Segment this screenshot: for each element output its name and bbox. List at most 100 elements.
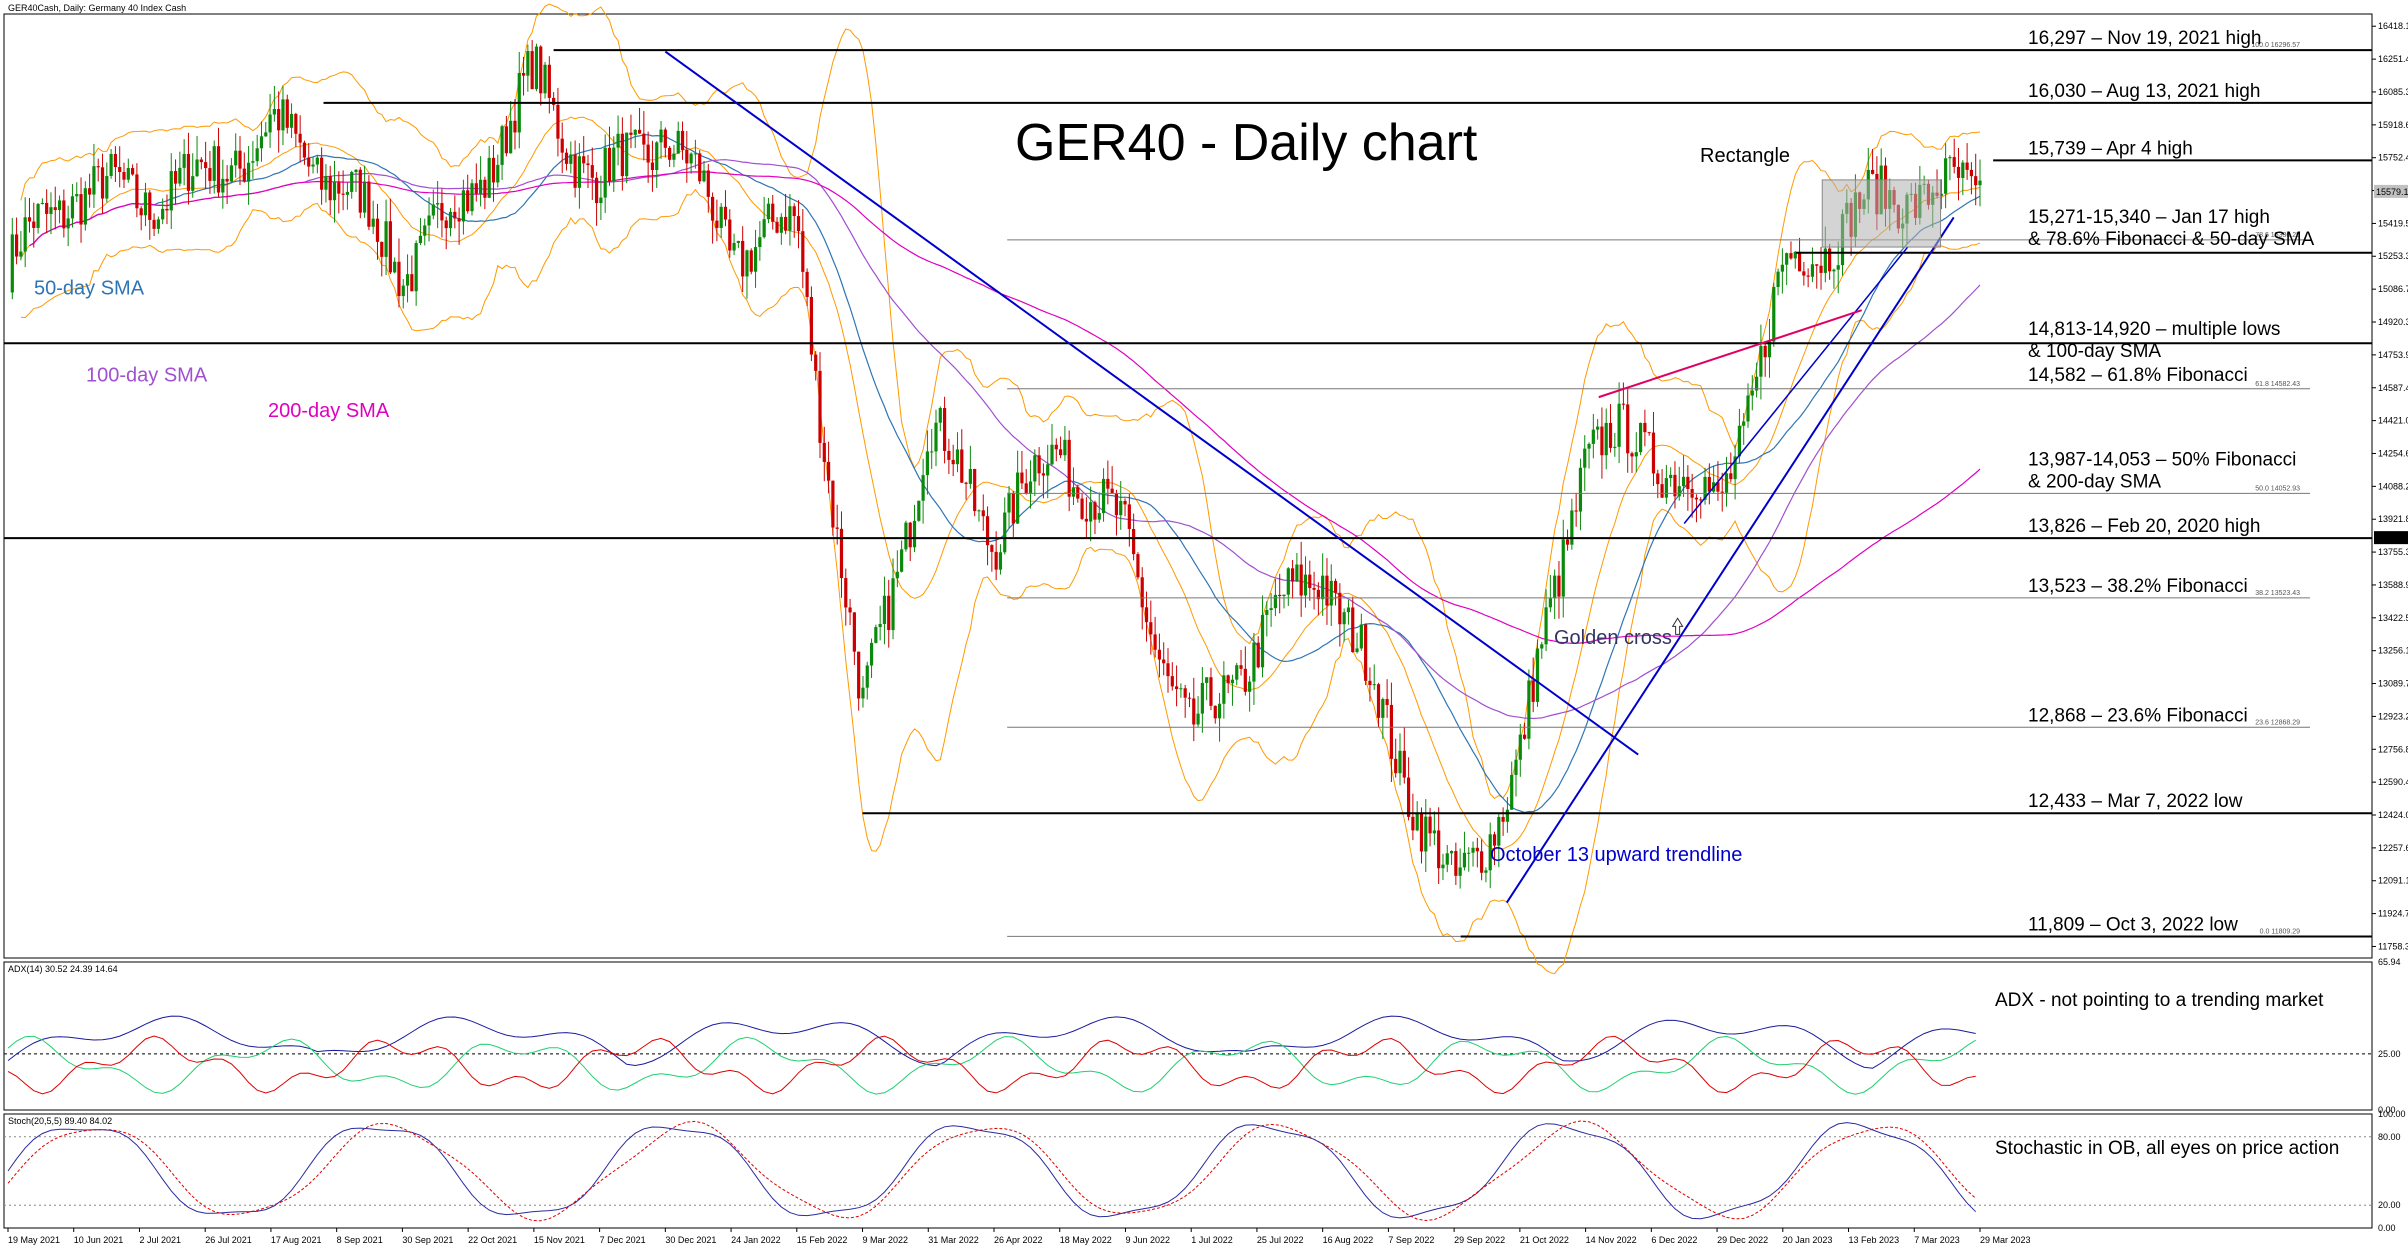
candle-body (1819, 265, 1823, 273)
candle-body (1093, 502, 1097, 520)
candle-body (1475, 847, 1479, 852)
stoch-header: Stoch(20,5,5) 89.40 84.02 (8, 1116, 112, 1126)
candle-body (1531, 680, 1535, 702)
candle-body (955, 449, 960, 465)
price-tick-label: 15253.37 (2378, 251, 2408, 261)
candle-body (216, 146, 221, 193)
candle-body (1686, 476, 1690, 489)
candle-body (186, 153, 191, 191)
candle-body (1643, 422, 1647, 433)
candle-body (1389, 704, 1394, 759)
candle-body (1106, 478, 1110, 489)
candle-body (242, 168, 246, 182)
level-label: 13,987-14,053 – 50% Fibonacci (2028, 449, 2296, 470)
golden-cross-label: Golden cross (1554, 627, 1672, 649)
candle-body (1720, 491, 1724, 493)
candle-body (1192, 698, 1196, 725)
candle-body (599, 197, 603, 204)
candle-body (672, 153, 676, 160)
candle-body (1467, 852, 1471, 854)
candle-body (289, 113, 294, 128)
candle-body (1286, 568, 1290, 595)
candle-body (1767, 341, 1772, 358)
candle-body (1428, 816, 1432, 834)
candle-body (659, 129, 663, 143)
candle-body (1127, 504, 1131, 529)
candle-body (1617, 403, 1621, 447)
candle-body (758, 237, 762, 248)
candle-body (1836, 265, 1840, 270)
date-label: 13 Feb 2023 (1849, 1235, 1900, 1245)
candle-body (1406, 777, 1411, 817)
candle-body (1230, 679, 1235, 684)
candle-body (805, 271, 809, 297)
trendline-label: October 13 upward trendline (1490, 844, 1742, 866)
candle-body (814, 354, 818, 371)
candle-body (1402, 750, 1406, 778)
current-price-label: 15579.17 (2376, 187, 2408, 197)
candle-body (1170, 676, 1174, 687)
candle-body (1243, 668, 1247, 692)
candle-body (238, 150, 242, 169)
candle-body (1205, 677, 1209, 683)
candle-body (1260, 614, 1265, 668)
level-label: 16,297 – Nov 19, 2021 high (2028, 28, 2261, 49)
candle-body (1132, 528, 1136, 555)
candle-body (152, 219, 156, 229)
candle-body (1441, 864, 1445, 869)
candle-body (259, 136, 264, 149)
candle-body (1007, 492, 1011, 513)
candle-body (1372, 684, 1376, 686)
candle-body (320, 157, 324, 190)
candle-body (1548, 598, 1552, 608)
candle-body (182, 153, 186, 168)
candle-body (788, 206, 792, 231)
candle-body (148, 192, 152, 220)
annotations: GER40 - Daily chart 16,297 – Nov 19, 2021… (34, 28, 2315, 935)
fibonacci-label: 100.0 16296.57 (2251, 42, 2300, 49)
candle-body (1299, 564, 1303, 596)
candle-body (947, 450, 951, 460)
fibonacci-label: 23.6 12868.29 (2255, 719, 2300, 726)
candle-body (1239, 665, 1243, 669)
candle-body (560, 138, 564, 153)
candle-body (1677, 486, 1681, 497)
date-label: 25 Jul 2022 (1257, 1235, 1304, 1245)
candle-body (45, 202, 49, 214)
candle-body (603, 147, 607, 198)
candle-body (1346, 607, 1351, 613)
candle-body (19, 251, 23, 257)
candle-body (1729, 473, 1733, 480)
stoch-tick-label: 80.00 (2378, 1132, 2401, 1142)
candle-body (865, 665, 869, 688)
candle-body (1080, 498, 1084, 519)
candle-body (221, 178, 225, 193)
candle-body (1046, 464, 1050, 476)
candle-body (199, 159, 203, 163)
level-label-line2: & 78.6% Fibonacci & 50-day SMA (2028, 229, 2315, 250)
candle-body (229, 165, 234, 182)
candle-body (521, 73, 526, 76)
candle-body (749, 250, 753, 272)
candle-body (1634, 452, 1638, 457)
candle-body (234, 150, 238, 166)
date-label: 7 Dec 2021 (600, 1235, 646, 1245)
adx-tick-label: 65.94 (2378, 957, 2401, 967)
chart-title: GER40 - Daily chart (1015, 114, 1478, 172)
sma200-label: 200-day SMA (268, 400, 390, 422)
fibonacci-label: 50.0 14052.93 (2255, 485, 2300, 492)
candle-body (1144, 607, 1149, 623)
candle-body (118, 166, 122, 173)
date-label: 29 Dec 2022 (1717, 1235, 1768, 1245)
date-label: 20 Jan 2023 (1783, 1235, 1833, 1245)
candle-body (736, 240, 740, 243)
candle-body (977, 510, 981, 512)
candle-body (345, 191, 350, 195)
date-label: 2 Jul 2021 (139, 1235, 181, 1245)
candle-body (826, 461, 831, 481)
candle-body (1312, 588, 1316, 590)
candle-body (1308, 574, 1312, 589)
price-tick-label: 11924.77 (2378, 909, 2408, 919)
candle-body (191, 176, 195, 191)
candle-body (1815, 264, 1819, 266)
